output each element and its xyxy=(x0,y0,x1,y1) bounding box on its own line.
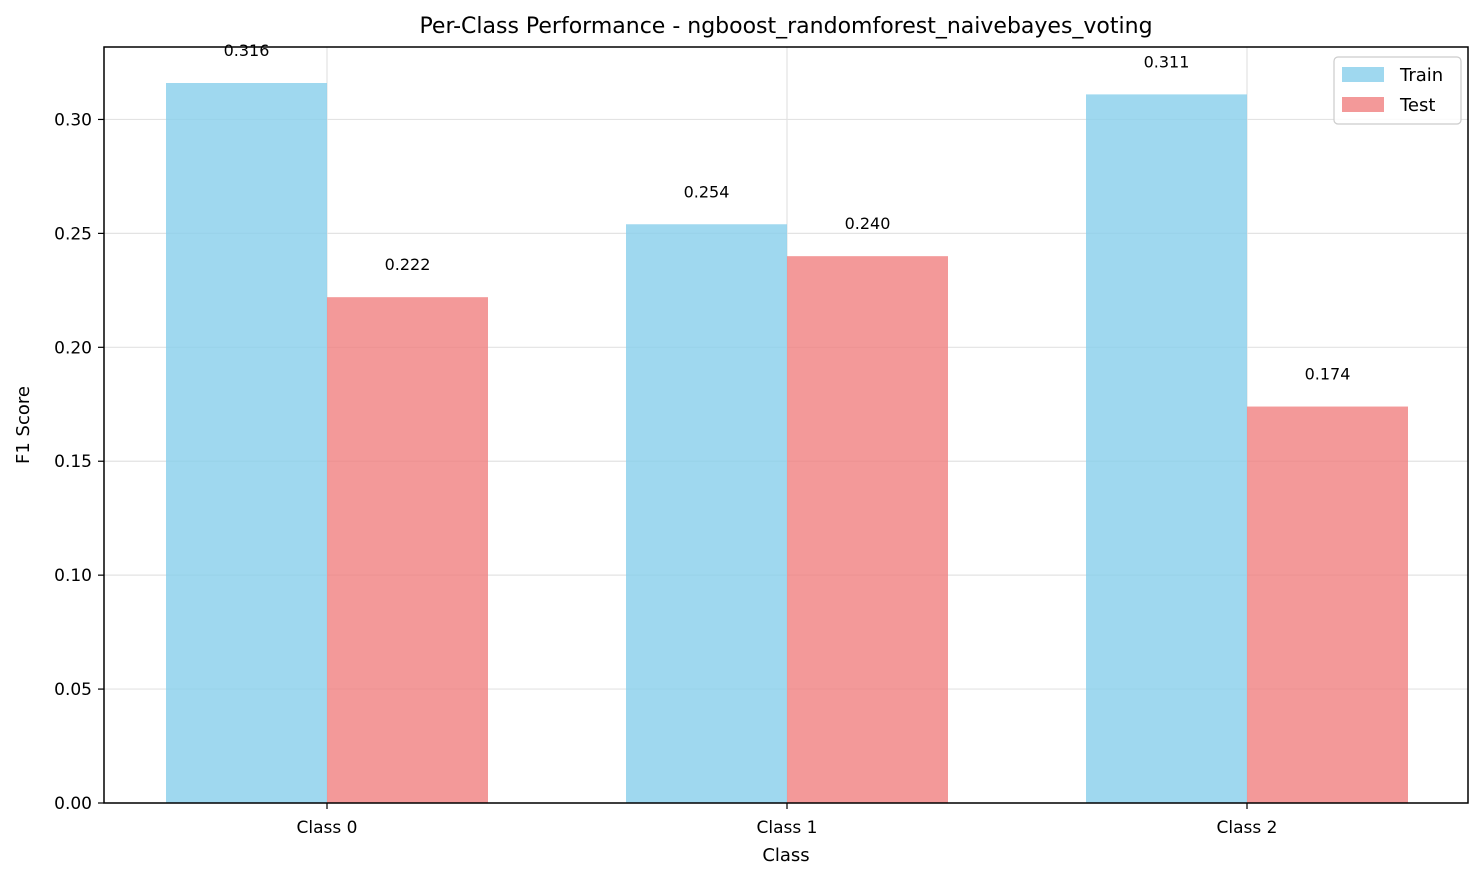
y-tick-label: 0.10 xyxy=(54,566,92,586)
bar-train-2 xyxy=(1086,94,1247,804)
legend-swatch-train xyxy=(1342,67,1384,82)
data-label-test-0: 0.222 xyxy=(385,255,431,274)
x-tick-label: Class 2 xyxy=(1217,818,1278,838)
bar-test-1 xyxy=(787,256,948,803)
y-tick-label: 0.30 xyxy=(54,110,92,130)
y-tick-label: 0.25 xyxy=(54,224,92,244)
data-label-train-2: 0.311 xyxy=(1144,52,1190,71)
data-label-test-2: 0.174 xyxy=(1305,365,1351,384)
bars-layer xyxy=(166,83,1408,804)
bar-train-0 xyxy=(166,83,327,803)
legend-swatch-test xyxy=(1342,97,1384,112)
x-tick-label: Class 0 xyxy=(297,818,358,838)
legend-label-train: Train xyxy=(1399,65,1443,86)
ticks-layer: 0.00 0.05 0.10 0.15 0.20 0.25 0.30 Class 0 Class… xyxy=(54,110,1277,838)
bar-train-1 xyxy=(626,224,787,804)
data-label-train-0: 0.316 xyxy=(224,41,270,60)
y-tick-label: 0.20 xyxy=(54,338,92,358)
data-labels-layer: 0.316 0.254 0.311 0.222 0.240 0.174 xyxy=(224,41,1351,384)
chart-title: Per-Class Performance - ngboost_randomfo… xyxy=(419,14,1152,39)
bar-test-2 xyxy=(1247,406,1408,803)
y-tick-label: 0.05 xyxy=(54,680,92,700)
legend-label-test: Test xyxy=(1399,95,1435,116)
data-label-train-1: 0.254 xyxy=(684,182,730,201)
x-axis-label: Class xyxy=(762,845,809,866)
data-label-test-1: 0.240 xyxy=(845,214,891,233)
bar-test-0 xyxy=(327,297,488,803)
y-axis-label: F1 Score xyxy=(13,386,34,464)
y-tick-label: 0.15 xyxy=(54,452,92,472)
y-tick-label: 0.00 xyxy=(54,794,92,814)
x-tick-label: Class 1 xyxy=(757,818,818,838)
plot-frame xyxy=(103,46,1469,804)
legend: Train Test xyxy=(1333,56,1462,125)
